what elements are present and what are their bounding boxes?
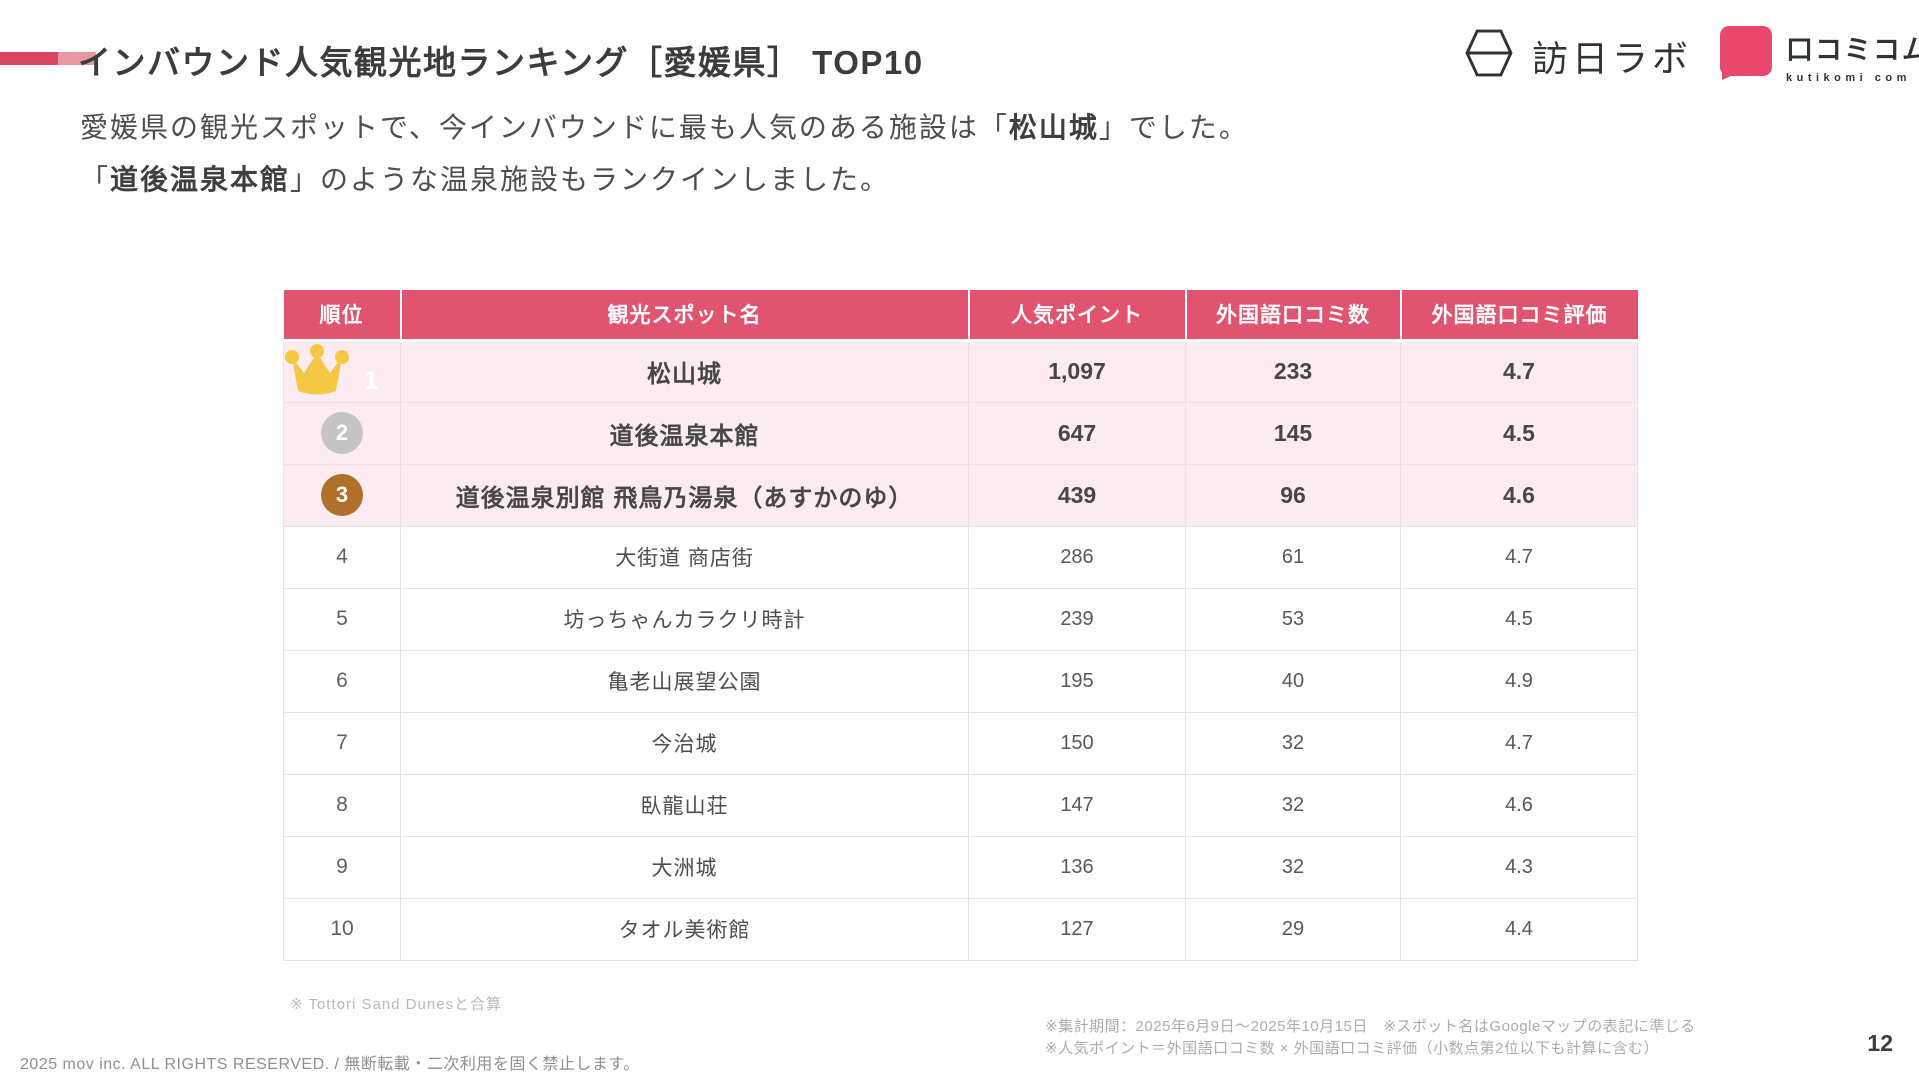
ranking-table: 順位 観光スポット名 人気ポイント 外国語口コミ数 外国語口コミ評価 (283, 290, 1638, 961)
popularity-points: 150 (968, 711, 1186, 775)
spot-name: 今治城 (400, 711, 969, 775)
spot-name: 大街道 商店街 (400, 525, 969, 589)
popularity-points: 127 (968, 897, 1186, 961)
review-rating: 4.6 (1400, 773, 1638, 837)
popularity-points: 195 (968, 649, 1186, 713)
spot-name: 道後温泉本館 (400, 401, 969, 465)
lead-paragraph: 愛媛県の観光スポットで、今インバウンドに最も人気のある施設は「松山城」でした。 … (80, 102, 1249, 206)
rank-number: 8 (283, 773, 401, 837)
review-rating: 4.9 (1400, 649, 1638, 713)
review-rating: 4.7 (1400, 711, 1638, 775)
column-header-rating: 外国語口コミ評価 (1399, 290, 1638, 342)
rank-number: 4 (283, 525, 401, 589)
houjitsu-lab-logo: 訪日ラボ (1462, 26, 1692, 85)
kutikomi-logo-text: 口コミコム (1786, 35, 1919, 65)
spot-name: 坊っちゃんカラクリ時計 (400, 587, 969, 651)
review-rating: 4.7 (1400, 525, 1638, 589)
table-row-rank10: 10 タオル美術館 127 29 4.4 (283, 897, 1638, 961)
rank-number: 9 (283, 835, 401, 899)
lead-line-1: 愛媛県の観光スポットで、今インバウンドに最も人気のある施設は「松山城」でした。 (80, 112, 1249, 143)
highlight-dogo-onsen: 道後温泉本館 (110, 164, 291, 195)
table-footnote: ※ Tottori Sand Dunesと合算 (290, 996, 503, 1013)
review-count: 32 (1185, 835, 1401, 899)
review-count: 32 (1185, 711, 1401, 775)
table-row-rank3: 3 道後温泉別館 飛鳥乃湯泉（あすかのゆ） 439 96 4.6 (283, 463, 1638, 527)
table-row-rank4: 4 大街道 商店街 286 61 4.7 (283, 525, 1638, 589)
review-count: 145 (1185, 401, 1401, 465)
note-period: ※集計期間：2025年6月9日〜2025年10月15日 ※スポット名はGoogl… (1045, 1018, 1696, 1035)
popularity-points: 439 (968, 463, 1186, 527)
popularity-points: 286 (968, 525, 1186, 589)
title-accent-bar (0, 52, 96, 65)
rank-badge-2: 2 (321, 412, 363, 454)
column-header-rank: 順位 (283, 290, 402, 342)
houjitsu-lab-logo-text: 訪日ラボ (1532, 37, 1693, 79)
accent-segment-light (58, 52, 96, 65)
table-row-rank7: 7 今治城 150 32 4.7 (283, 711, 1638, 775)
kutikomi-logo: 口コミコム kutikomi com (1718, 24, 1919, 87)
column-header-spot: 観光スポット名 (399, 290, 970, 342)
lead-line-2: 「道後温泉本館」のような温泉施設もランクインしました。 (80, 164, 891, 195)
popularity-points: 647 (968, 401, 1186, 465)
copyright-text: 2025 mov inc. ALL RIGHTS RESERVED. / 無断転… (20, 1056, 640, 1073)
table-row-rank1: 1 松山城 1,097 233 4.7 (283, 339, 1638, 403)
table-row-rank9: 9 大洲城 136 32 4.3 (283, 835, 1638, 899)
table-row-rank2: 2 道後温泉本館 647 145 4.5 (283, 401, 1638, 465)
popularity-points: 239 (968, 587, 1186, 651)
spot-name: 大洲城 (400, 835, 969, 899)
column-header-reviews: 外国語口コミ数 (1184, 290, 1402, 342)
rank-badge-1: 1 (363, 364, 379, 395)
table-row-rank6: 6 亀老山展望公園 195 40 4.9 (283, 649, 1638, 713)
popularity-points: 1,097 (968, 339, 1186, 403)
spot-name: 道後温泉別館 飛鳥乃湯泉（あすかのゆ） (400, 463, 969, 527)
page-title: インバウンド人気観光地ランキング［愛媛県］ TOP10 (78, 44, 924, 81)
review-rating: 4.6 (1400, 463, 1638, 527)
rank-number: 7 (283, 711, 401, 775)
ranking-table-container: 順位 観光スポット名 人気ポイント 外国語口コミ数 外国語口コミ評価 (283, 290, 1638, 961)
table-row-rank5: 5 坊っちゃんカラクリ時計 239 53 4.5 (283, 587, 1638, 651)
popularity-points: 147 (968, 773, 1186, 837)
review-count: 29 (1185, 897, 1401, 961)
highlight-matsuyama-castle: 松山城 (1008, 112, 1099, 143)
lantern-hexagon-icon (1462, 26, 1516, 85)
rank-number: 5 (283, 587, 401, 651)
review-count: 53 (1185, 587, 1401, 651)
review-count: 40 (1185, 649, 1401, 713)
methodology-notes: ※集計期間：2025年6月9日〜2025年10月15日 ※スポット名はGoogl… (1045, 1016, 1696, 1060)
review-count: 233 (1185, 339, 1401, 403)
review-count: 32 (1185, 773, 1401, 837)
note-formula: ※人気ポイント＝外国語口コミ数 × 外国語口コミ評価（小数点第2位以下も計算に含… (1045, 1040, 1660, 1057)
speech-bubble-icon (1718, 24, 1774, 87)
accent-segment-dark (0, 52, 58, 65)
review-rating: 4.5 (1400, 587, 1638, 651)
review-rating: 4.7 (1400, 339, 1638, 403)
rank-badge-3: 3 (321, 474, 363, 516)
spot-name: タオル美術館 (400, 897, 969, 961)
rank-number: 6 (283, 649, 401, 713)
popularity-points: 136 (968, 835, 1186, 899)
page-number: 12 (1867, 1030, 1893, 1056)
review-count: 96 (1185, 463, 1401, 527)
table-row-rank8: 8 臥龍山荘 147 32 4.6 (283, 773, 1638, 837)
review-rating: 4.3 (1400, 835, 1638, 899)
review-count: 61 (1185, 525, 1401, 589)
table-header-row: 順位 観光スポット名 人気ポイント 外国語口コミ数 外国語口コミ評価 (283, 290, 1638, 342)
spot-name: 松山城 (400, 339, 969, 403)
review-rating: 4.4 (1400, 897, 1638, 961)
spot-name: 臥龍山荘 (400, 773, 969, 837)
column-header-points: 人気ポイント (967, 290, 1187, 342)
rank-number: 10 (283, 897, 401, 961)
kutikomi-logo-subtext: kutikomi com (1786, 72, 1911, 84)
spot-name: 亀老山展望公園 (400, 649, 969, 713)
review-rating: 4.5 (1400, 401, 1638, 465)
crown-icon: 1 (284, 343, 400, 401)
